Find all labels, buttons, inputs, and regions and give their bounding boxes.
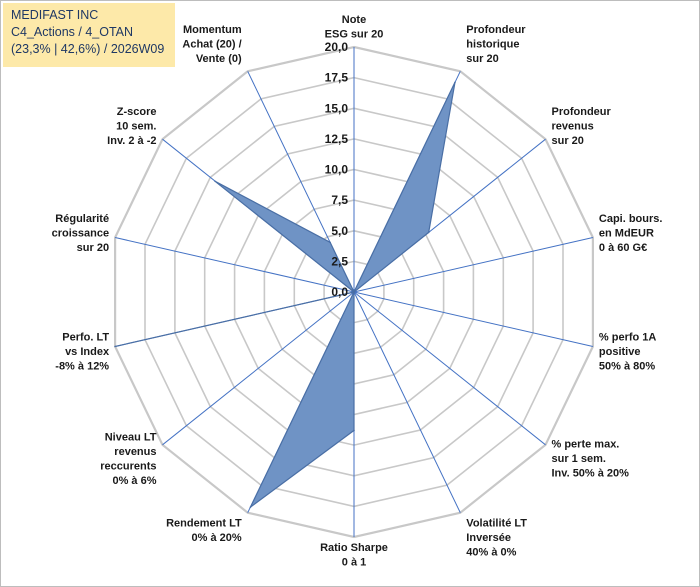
category-label-line: 0 à 1	[342, 557, 366, 569]
data-point	[114, 345, 116, 348]
category-label: Régularité croissance sur 20	[52, 213, 109, 254]
radar-spoke	[114, 237, 355, 293]
category-label-line: 50% à 80%	[599, 361, 655, 373]
tick-label: 15,0	[325, 101, 349, 115]
tick-label: 7,5	[331, 193, 348, 207]
category-label-line: vs Index	[65, 346, 110, 358]
data-point	[249, 506, 252, 509]
category-label-line: % perte max.	[552, 439, 620, 451]
category-label: Profondeur historique sur 20	[466, 24, 526, 65]
radar-spoke	[353, 237, 594, 293]
data-point	[427, 231, 430, 234]
category-label: Ratio Sharpe 0 à 1	[320, 542, 388, 569]
category-labels: Note ESG sur 20 Profondeur historique sur 20…	[52, 14, 663, 569]
data-point	[353, 291, 355, 293]
category-label: Niveau LT revenus reccurents 0% à 6%	[100, 432, 157, 488]
category-label-line: Inv. 50% à 20%	[552, 468, 630, 480]
category-label-line: -8% à 12%	[55, 361, 109, 373]
performance-period: (23,3% | 42,6%) / 2026W09	[11, 42, 165, 56]
category-label: Momentum Achat (20) / Vente (0)	[182, 24, 242, 65]
tick-label: 17,5	[325, 71, 349, 85]
category-label-line: sur 1 sem.	[552, 453, 606, 465]
radar-spoke	[162, 291, 355, 446]
radar-series	[114, 81, 456, 509]
category-label-line: sur 20	[552, 135, 584, 147]
category-label: Capi. bours. en MdEUR 0 à 60 G€	[599, 213, 663, 254]
category-label-line: Perfo. LT	[62, 332, 109, 344]
tick-label: 0,0	[331, 285, 348, 299]
radar-spoke	[353, 291, 594, 347]
category-label-line: ESG sur 20	[325, 29, 384, 41]
category-label-line: Momentum	[183, 24, 242, 36]
portfolio-path: C4_Actions / 4_OTAN	[11, 25, 134, 39]
category-label-line: 10 sem.	[116, 120, 156, 132]
data-point	[329, 241, 331, 244]
category-label-line: positive	[599, 346, 641, 358]
category-label-line: % perfo 1A	[599, 332, 657, 344]
data-point	[454, 81, 456, 84]
category-label-line: Rendement LT	[166, 518, 242, 530]
radar-spoke	[353, 291, 461, 513]
category-label-line: Profondeur	[552, 106, 612, 118]
category-label-line: Vente (0)	[196, 53, 242, 65]
category-label: Note ESG sur 20	[325, 14, 384, 41]
category-label-line: Inversée	[466, 532, 511, 544]
category-label-line: Profondeur	[466, 24, 526, 36]
category-label-line: croissance	[52, 227, 109, 239]
company-name: MEDIFAST INC	[11, 8, 99, 22]
category-label: Profondeur revenus sur 20	[552, 106, 612, 147]
category-label-line: Z-score	[117, 106, 157, 118]
category-label-line: 0 à 60 G€	[599, 242, 647, 254]
category-label-line: sur 20	[77, 242, 109, 254]
category-label-line: 0% à 6%	[112, 475, 156, 487]
category-label: % perte max. sur 1 sem. Inv. 50% à 20%	[552, 439, 630, 480]
category-label-line: Note	[342, 14, 366, 26]
category-label-line: en MdEUR	[599, 227, 654, 239]
category-label-line: reccurents	[100, 461, 156, 473]
radial-tick-labels: 0,0 2,5 5,0 7,5 10,0 12,5 15,0 17,5 20,0	[325, 40, 349, 299]
radar-spoke	[353, 291, 546, 446]
tick-label: 5,0	[331, 224, 348, 238]
series-area	[114, 82, 456, 508]
category-label-line: sur 20	[466, 53, 498, 65]
category-label-line: historique	[466, 38, 519, 50]
category-label-line: Achat (20) /	[182, 38, 241, 50]
category-label-line: revenus	[114, 446, 156, 458]
category-label: Volatilité LT Inversée 40% à 0%	[466, 518, 527, 559]
category-label-line: revenus	[552, 120, 594, 132]
category-label-line: Capi. bours.	[599, 213, 663, 225]
category-label-line: Niveau LT	[105, 432, 157, 444]
category-label: Rendement LT 0% à 20%	[166, 518, 242, 545]
category-label: % perfo 1A positive 50% à 80%	[599, 332, 657, 373]
category-label-line: 0% à 20%	[192, 532, 242, 544]
category-label-line: Ratio Sharpe	[320, 542, 388, 554]
data-point	[214, 180, 216, 183]
category-label-line: 40% à 0%	[466, 547, 516, 559]
category-label-line: Inv. 2 à -2	[107, 135, 156, 147]
category-label: Z-score 10 sem. Inv. 2 à -2	[107, 106, 156, 147]
category-label-line: Volatilité LT	[466, 518, 527, 530]
info-box: MEDIFAST INC C4_Actions / 4_OTAN (23,3% …	[3, 3, 175, 67]
tick-label: 10,0	[325, 163, 349, 177]
tick-label: 2,5	[331, 254, 348, 268]
tick-label: 20,0	[325, 40, 349, 54]
category-label: Perfo. LT vs Index -8% à 12%	[55, 332, 110, 373]
data-point	[353, 429, 355, 432]
tick-label: 12,5	[325, 132, 349, 146]
category-label-line: Régularité	[55, 213, 109, 225]
